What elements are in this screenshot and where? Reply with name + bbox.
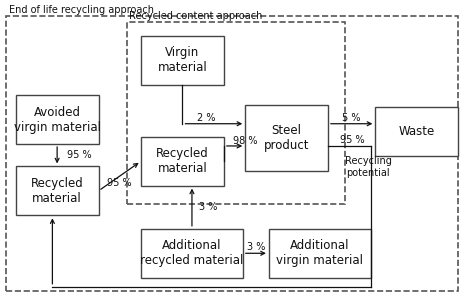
Text: Recycled
material: Recycled material [31, 177, 83, 205]
Bar [141, 36, 224, 85]
Text: 98 %: 98 % [233, 136, 258, 146]
Bar [269, 229, 370, 278]
Text: Steel
product: Steel product [264, 124, 309, 152]
Bar [16, 166, 99, 215]
Text: Virgin
material: Virgin material [158, 46, 208, 74]
Text: Additional
virgin material: Additional virgin material [276, 239, 363, 267]
Text: 3 %: 3 % [247, 242, 265, 252]
Text: 95 %: 95 % [67, 150, 91, 160]
Bar [245, 105, 328, 171]
Text: Waste: Waste [398, 125, 435, 138]
Text: 95 %: 95 % [340, 135, 365, 145]
Bar [141, 136, 224, 186]
Text: Additional
recycled material: Additional recycled material [140, 239, 244, 267]
Text: 3 %: 3 % [199, 202, 218, 212]
Bar [141, 229, 243, 278]
Bar [127, 22, 345, 203]
Bar [375, 107, 458, 156]
Text: 5 %: 5 % [342, 113, 361, 123]
Text: Recycled content approach: Recycled content approach [129, 11, 263, 21]
Text: Avoided
virgin material: Avoided virgin material [14, 106, 100, 134]
Text: 95 %: 95 % [108, 178, 132, 188]
Text: 2 %: 2 % [197, 113, 215, 123]
Bar [16, 95, 99, 144]
Text: Recycling
potential: Recycling potential [345, 156, 392, 178]
Text: End of life recycling approach: End of life recycling approach [9, 5, 154, 15]
Text: Recycled
material: Recycled material [156, 147, 209, 175]
